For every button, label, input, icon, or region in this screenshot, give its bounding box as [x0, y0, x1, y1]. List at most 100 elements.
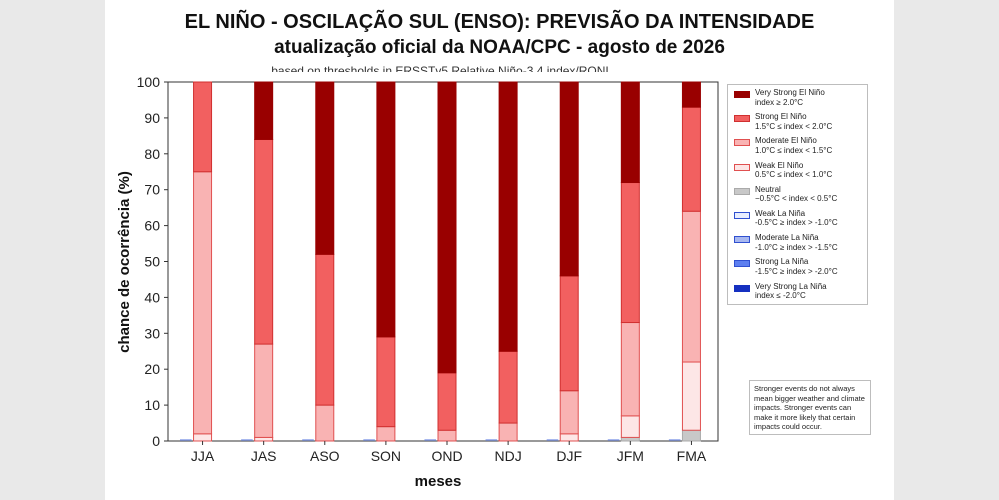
bar-segment	[620, 81, 640, 184]
bar-segment	[193, 171, 213, 435]
legend-item: Very Strong El Niño index ≥ 2.0°C	[732, 88, 863, 112]
bar-segment	[620, 322, 640, 417]
bar-segment	[681, 361, 701, 431]
impact-note: Stronger events do not always mean bigge…	[749, 380, 871, 435]
bar-segment	[437, 429, 457, 442]
legend-label-range: 1.0°C ≤ index < 1.5°C	[755, 145, 833, 155]
legend-label-name: Strong La Niña	[755, 257, 809, 267]
legend-item: Very Strong La Niña index ≤ -2.0°C	[732, 282, 863, 306]
bar-segment	[315, 81, 335, 255]
legend: Very Strong El Niño index ≥ 2.0°C Strong E…	[727, 84, 868, 305]
legend-label: Weak La Niña -0.5°C ≥ index > -1.0°C	[755, 209, 838, 228]
bar-segment	[559, 275, 579, 392]
legend-label-name: Very Strong El Niño	[755, 88, 825, 97]
bar-segment	[681, 106, 701, 212]
bar-segment	[376, 336, 396, 428]
background-side-left	[0, 0, 105, 500]
background-side-right	[894, 0, 999, 500]
y-tick-label: 100	[137, 74, 161, 90]
legend-label-name: Moderate La Niña	[755, 233, 819, 243]
legend-label-range: -0.5°C ≥ index > -1.0°C	[755, 218, 838, 228]
legend-label: Moderate La Niña -1.0°C ≥ index > -1.5°C	[755, 233, 838, 252]
legend-item: Weak La Niña -0.5°C ≥ index > -1.0°C	[732, 209, 863, 233]
chart-subtitle-update: atualização oficial da NOAA/CPC - agosto…	[274, 37, 725, 58]
x-tick-label: SON	[371, 448, 401, 464]
legend-item: Strong El Niño 1.5°C ≤ index < 2.0°C	[732, 112, 863, 136]
bar-segment	[315, 253, 335, 406]
bar-segment	[193, 433, 213, 442]
legend-label-name: Very Strong La Niña	[755, 281, 827, 291]
y-tick-label: 70	[144, 182, 160, 198]
bar-segment	[437, 372, 457, 431]
legend-label: Weak El Niño 0.5°C ≤ index < 1.0°C	[755, 161, 832, 180]
legend-item: Moderate El Niño 1.0°C ≤ index < 1.5°C	[732, 136, 863, 160]
y-tick-label: 20	[144, 361, 160, 377]
bar-segment	[254, 343, 274, 438]
legend-label-name: Moderate El Niño	[755, 136, 817, 146]
legend-label-range: 0.5°C ≤ index < 1.0°C	[755, 170, 833, 180]
legend-swatch	[734, 236, 750, 244]
bar-segment	[254, 81, 274, 140]
y-tick-label: 50	[144, 254, 160, 270]
chart-title: EL NIÑO - OSCILAÇÃO SUL (ENSO): PREVISÃO…	[184, 11, 815, 33]
legend-label-name: Neutral	[755, 184, 781, 194]
y-tick-label: 80	[144, 146, 160, 162]
legend-swatch	[734, 284, 750, 292]
bar-segment	[559, 433, 579, 442]
legend-label: Very Strong El Niño index ≥ 2.0°C	[755, 88, 825, 107]
bar-segment	[498, 422, 518, 442]
x-tick-label: FMA	[677, 448, 707, 464]
legend-swatch	[734, 139, 750, 147]
legend-label: Moderate El Niño 1.0°C ≤ index < 1.5°C	[755, 136, 832, 155]
x-tick-label: ASO	[310, 448, 340, 464]
bar-segment	[498, 350, 518, 424]
bar-segment	[254, 138, 274, 345]
chart-subtitle-thresholds: based on thresholds in ERSSTv5 Relative …	[271, 64, 609, 77]
bar-segment	[681, 81, 701, 108]
bar-segment	[620, 415, 640, 438]
y-tick-label: 60	[144, 218, 160, 234]
bar-segment	[376, 81, 396, 338]
x-tick-label: JJA	[191, 448, 215, 464]
y-tick-label: 0	[152, 433, 160, 449]
y-tick-label: 90	[144, 110, 160, 126]
legend-label: Strong El Niño 1.5°C ≤ index < 2.0°C	[755, 112, 832, 131]
legend-label-range: -1.5°C ≥ index > -2.0°C	[755, 266, 838, 276]
legend-label: Neutral −0.5°C < index < 0.5°C	[755, 185, 837, 204]
legend-label: Very Strong La Niña index ≤ -2.0°C	[755, 282, 827, 301]
bar-segment	[437, 81, 457, 374]
x-tick-label: NDJ	[494, 448, 521, 464]
bar-segment	[376, 426, 396, 442]
bar-segment	[498, 81, 518, 352]
y-tick-label: 10	[144, 397, 160, 413]
legend-swatch	[734, 115, 750, 123]
x-tick-label: JAS	[251, 448, 277, 464]
bar-segment	[559, 390, 579, 435]
bar-segment	[681, 429, 701, 442]
y-tick-label: 40	[144, 289, 160, 305]
legend-item: Moderate La Niña -1.0°C ≥ index > -1.5°C	[732, 233, 863, 257]
bar-segment	[620, 436, 640, 442]
legend-swatch	[734, 187, 750, 195]
legend-swatch	[734, 91, 750, 98]
legend-label: Strong La Niña -1.5°C ≥ index > -2.0°C	[755, 257, 838, 276]
legend-swatch	[734, 163, 750, 171]
legend-swatch	[734, 260, 750, 268]
bar-segment	[254, 436, 274, 442]
x-axis-label: meses	[414, 473, 462, 490]
legend-label-name: Weak El Niño	[755, 160, 804, 170]
legend-label-range: index ≤ -2.0°C	[755, 291, 806, 300]
legend-item: Strong La Niña -1.5°C ≥ index > -2.0°C	[732, 257, 863, 281]
bar-segment	[620, 182, 640, 324]
y-tick-label: 30	[144, 325, 160, 341]
bar-segment	[193, 81, 213, 173]
x-tick-label: JFM	[617, 448, 644, 464]
legend-label-range: index ≥ 2.0°C	[755, 97, 804, 107]
legend-label-name: Strong El Niño	[755, 112, 807, 122]
legend-swatch	[734, 211, 750, 219]
legend-item: Weak El Niño 0.5°C ≤ index < 1.0°C	[732, 161, 863, 185]
x-tick-label: DJF	[556, 448, 582, 464]
legend-label-range: −0.5°C < index < 0.5°C	[755, 194, 838, 204]
bar-segment	[315, 404, 335, 442]
